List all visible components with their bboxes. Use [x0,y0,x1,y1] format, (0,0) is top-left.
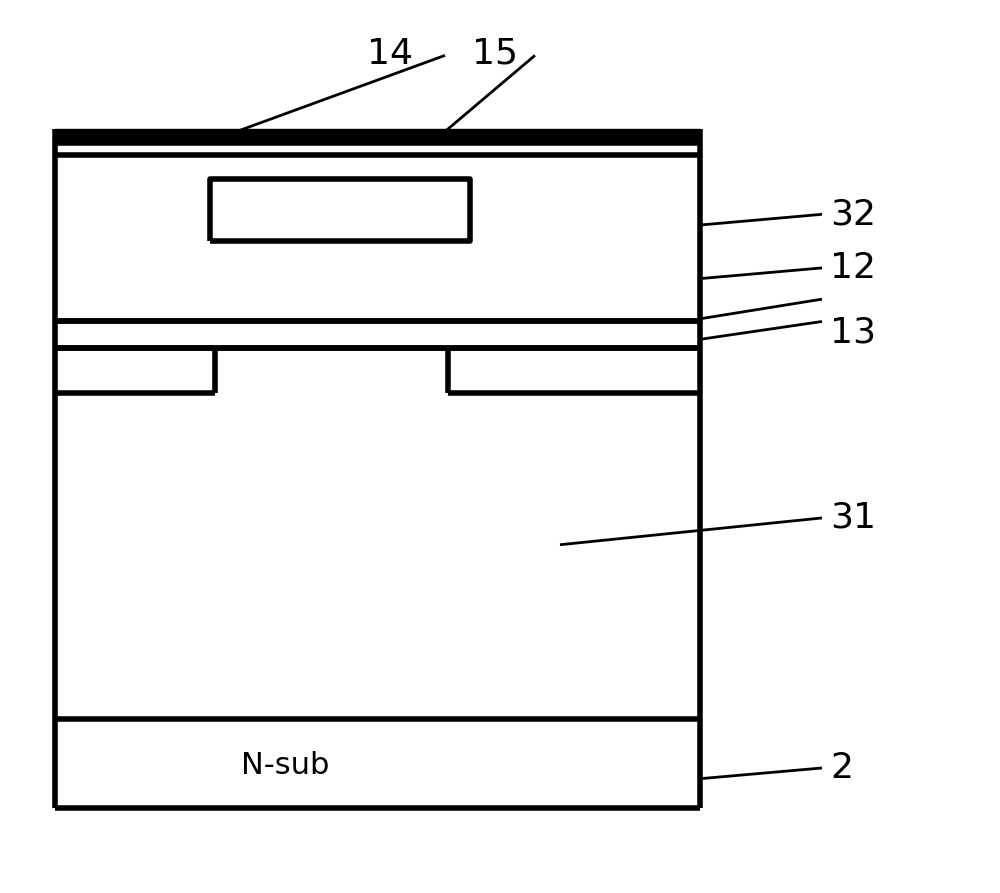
Text: 2: 2 [830,751,853,785]
Text: 12: 12 [830,251,876,285]
Text: 13: 13 [830,315,876,349]
Text: 15: 15 [472,37,518,71]
Text: 14: 14 [367,37,413,71]
Text: 31: 31 [830,501,876,535]
Text: N-sub: N-sub [241,751,329,780]
Text: 32: 32 [830,197,876,231]
